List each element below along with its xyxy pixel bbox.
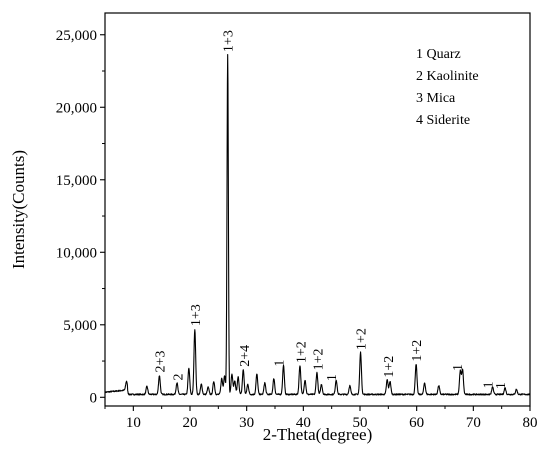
peak-annotation: 1 (451, 364, 466, 371)
peak-annotation: 1 (325, 374, 340, 381)
peak-annotation: 1+2 (312, 348, 327, 370)
y-tick-label: 20,000 (56, 100, 97, 116)
peak-annotation: 1+2 (382, 356, 397, 378)
legend: 1 Quarz 2 Kaolinite 3 Mica 4 Siderite (416, 47, 479, 128)
x-tick-label: 50 (353, 415, 368, 431)
x-axis-title: 2-Theta(degree) (263, 425, 372, 444)
x-tick-label: 20 (183, 415, 198, 431)
y-tick-label: 25,000 (56, 28, 97, 44)
peak-annotation: 2+4 (238, 345, 253, 367)
peak-annotation: 1 (273, 360, 288, 367)
x-tick-label: 70 (466, 415, 481, 431)
legend-entry: 4 Siderite (416, 113, 470, 128)
y-tick-label: 10,000 (56, 245, 97, 261)
peak-annotation: 1+3 (189, 304, 204, 326)
x-tick-label: 60 (409, 415, 424, 431)
x-tick-label: 40 (296, 415, 311, 431)
y-tick-label: 0 (90, 390, 98, 406)
y-tick-label: 15,000 (56, 173, 97, 189)
ticks: 10 20 30 40 50 60 70 80 0 5,000 10,000 15,000 20,000… (56, 28, 538, 431)
legend-entry: 2 Kaolinite (416, 69, 479, 84)
peak-annotation: 1 (482, 381, 497, 388)
x-tick-label: 30 (239, 415, 254, 431)
x-tick-label: 80 (523, 415, 538, 431)
peak-annotation: 2+3 (153, 351, 168, 373)
peak-annotation: 1+2 (295, 341, 310, 363)
peak-annotation: 1+2 (410, 340, 425, 362)
axes (104, 12, 531, 407)
peak-annotation: 1+2 (355, 328, 370, 350)
y-axis-title: Intensity(Counts) (9, 150, 28, 269)
plot-frame (104, 12, 531, 407)
xrd-pattern-line (104, 53, 531, 396)
peak-annotation: 1+3 (222, 30, 237, 52)
x-tick-label: 10 (126, 415, 141, 431)
series (104, 53, 531, 396)
peak-annotation: 2 (172, 374, 187, 381)
peak-annotation: 1 (494, 382, 509, 389)
legend-entry: 3 Mica (416, 91, 456, 106)
y-tick-label: 5,000 (63, 318, 97, 334)
legend-entry: 1 Quarz (416, 47, 461, 62)
